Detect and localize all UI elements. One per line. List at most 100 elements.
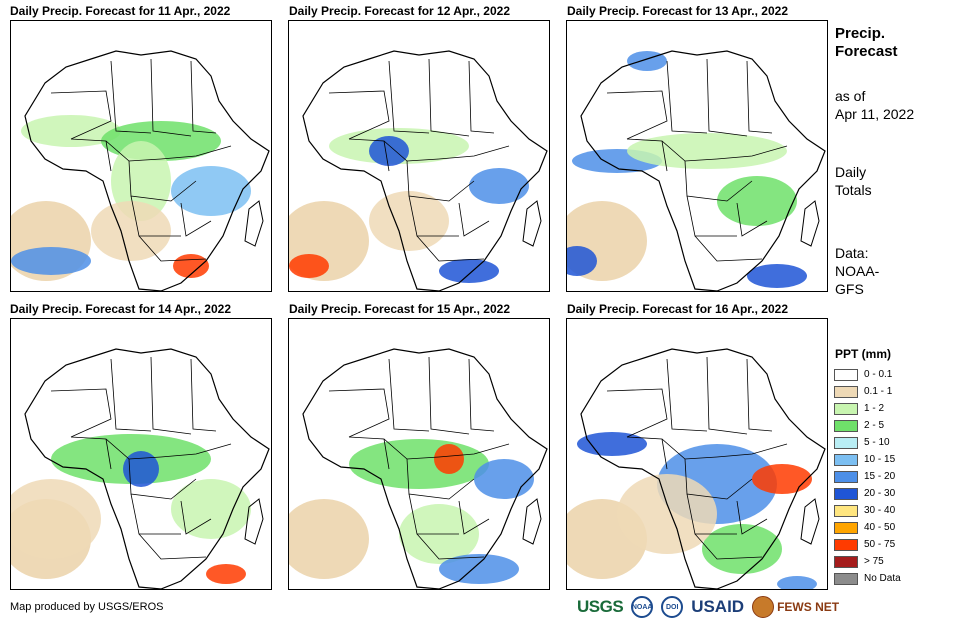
- map-svg: [567, 50, 826, 291]
- forecast-map-1: [10, 20, 272, 292]
- legend-label: 5 - 10: [864, 437, 890, 448]
- fews-net-logo: FEWS NET: [752, 596, 839, 618]
- map-svg: [567, 348, 826, 589]
- legend-item: 2 - 5: [834, 417, 884, 434]
- legend-swatch: [834, 572, 858, 585]
- madagascar-outline: [800, 498, 820, 545]
- country-border: [666, 358, 708, 432]
- country-border: [105, 140, 112, 172]
- legend-item: No Data: [834, 570, 901, 587]
- country-border: [736, 500, 768, 535]
- legend-label: 40 - 50: [864, 522, 896, 533]
- precip-area: [577, 432, 647, 456]
- legend-label: 0 - 0.1: [864, 369, 893, 380]
- legend-item: > 75: [834, 553, 884, 570]
- country-border: [348, 436, 440, 460]
- legend-swatch: [834, 504, 858, 517]
- country-border: [716, 443, 788, 458]
- legend-item: 30 - 40: [834, 502, 895, 519]
- precip-area: [702, 524, 782, 574]
- country-border: [50, 388, 112, 438]
- country-border: [606, 90, 668, 140]
- country-border: [661, 140, 668, 172]
- country-border: [626, 138, 718, 162]
- as-of-label: as of: [835, 88, 866, 104]
- precip-area: [439, 554, 519, 584]
- precip-area: [617, 474, 717, 554]
- legend-item: 40 - 50: [834, 519, 895, 536]
- panel-title-5: Daily Precip. Forecast for 15 Apr., 2022: [289, 302, 510, 316]
- precip-area: [439, 259, 499, 283]
- panel-title-3: Daily Precip. Forecast for 13 Apr., 2022: [567, 4, 788, 18]
- as-of-value: Apr 11, 2022: [835, 106, 915, 122]
- precip-area: [11, 247, 91, 275]
- madagascar-outline: [244, 498, 264, 545]
- precip-area: [171, 166, 251, 216]
- legend-item: 1 - 2: [834, 400, 884, 417]
- country-border: [110, 358, 152, 432]
- map-svg: [289, 348, 548, 589]
- precip-area: [567, 246, 597, 276]
- country-border: [70, 436, 162, 460]
- data-line3: GFS: [835, 281, 864, 297]
- country-border: [686, 195, 737, 237]
- map-svg: [11, 348, 270, 589]
- forecast-map-5: [288, 318, 550, 590]
- country-border: [70, 138, 162, 162]
- legend-item: 10 - 15: [834, 451, 895, 468]
- africa-coastline: [580, 348, 826, 589]
- country-border: [661, 438, 668, 470]
- panel-title-6: Daily Precip. Forecast for 16 Apr., 2022: [567, 302, 788, 316]
- legend-swatch: [834, 385, 858, 398]
- precip-area: [369, 136, 409, 166]
- legend-label: No Data: [864, 573, 901, 584]
- country-border: [160, 443, 232, 458]
- country-border: [666, 60, 708, 134]
- africa-coastline: [580, 50, 826, 291]
- daily-line1: Daily: [835, 164, 867, 180]
- fews-net-text: FEWS NET: [777, 600, 840, 614]
- country-border: [736, 202, 768, 237]
- country-border: [406, 458, 475, 500]
- legend-swatch: [834, 470, 858, 483]
- daily-line2: Totals: [835, 182, 872, 198]
- country-border: [383, 438, 390, 470]
- legend-swatch: [834, 538, 858, 551]
- doi-logo: DOI: [661, 596, 684, 618]
- legend-label: 50 - 75: [864, 539, 896, 550]
- country-border: [408, 195, 459, 237]
- country-border: [438, 145, 510, 160]
- country-border: [416, 533, 485, 560]
- data-source: Data: NOAA- GFS: [835, 244, 879, 298]
- precip-area: [627, 133, 787, 169]
- legend-title: PPT (mm): [835, 347, 892, 361]
- country-border: [408, 493, 459, 535]
- legend-swatch: [834, 453, 858, 466]
- precip-area: [91, 201, 171, 261]
- madagascar-outline: [800, 200, 820, 247]
- map-credit: Map produced by USGS/EROS: [10, 601, 164, 613]
- precip-area: [474, 459, 534, 499]
- legend-label: 20 - 30: [864, 488, 896, 499]
- agency-logos: USGS NOAA DOI USAID FEWS NET: [577, 594, 839, 620]
- legend-item: 0.1 - 1: [834, 383, 892, 400]
- country-border: [150, 58, 192, 137]
- country-border: [746, 358, 773, 432]
- country-border: [458, 202, 490, 237]
- legend-swatch: [834, 436, 858, 449]
- country-border: [138, 235, 207, 262]
- precip-area: [434, 444, 464, 474]
- legend-swatch: [834, 487, 858, 500]
- precip-area: [123, 451, 159, 487]
- legend-item: 50 - 75: [834, 536, 895, 553]
- madagascar-outline: [522, 200, 542, 247]
- panel-title-4: Daily Precip. Forecast for 14 Apr., 2022: [10, 302, 231, 316]
- legend-label: 10 - 15: [864, 454, 896, 465]
- data-line1: Data:: [835, 245, 869, 261]
- globe-icon: [752, 596, 775, 618]
- precip-area: [206, 564, 246, 584]
- country-border: [694, 533, 763, 560]
- country-border: [428, 356, 470, 435]
- legend-label: 2 - 5: [864, 420, 885, 431]
- country-border: [468, 60, 495, 134]
